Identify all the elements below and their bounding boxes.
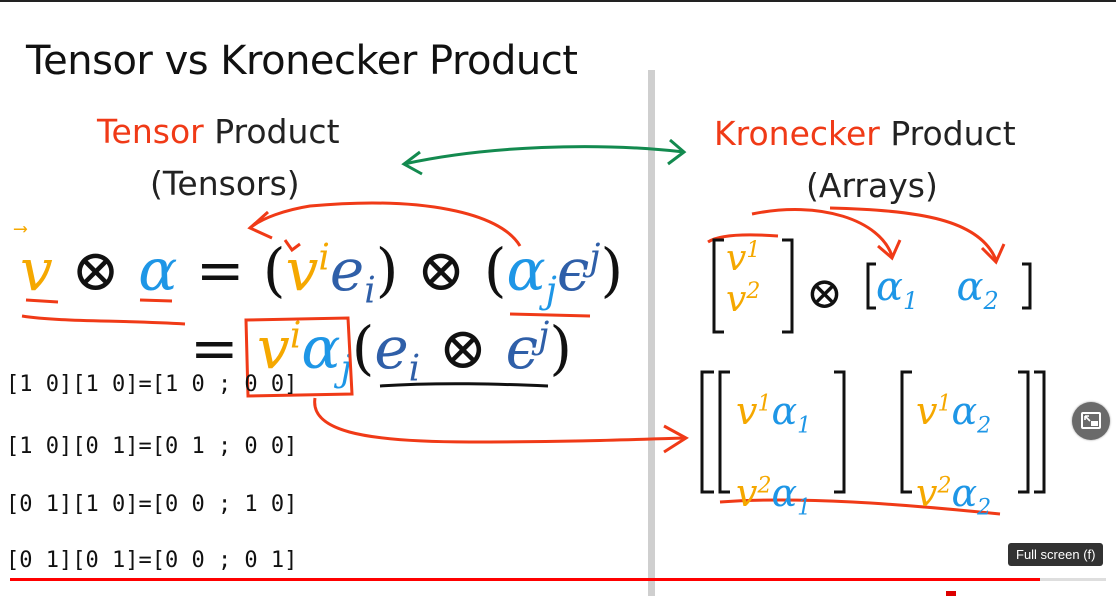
column-divider: [648, 70, 655, 596]
slide-title: Tensor vs Kronecker Product: [26, 38, 578, 84]
result-block-1: v1α1 v2α1: [736, 388, 812, 521]
double-arrow-icon: [401, 138, 687, 176]
hd-badge-icon: [946, 591, 956, 596]
left-heading-word: Tensor: [97, 112, 204, 151]
handwritten-row-3: [0 1][1 0]=[0 0 ; 1 0]: [6, 492, 298, 517]
right-heading-rest: Product: [879, 114, 1016, 153]
miniplayer-glyph-icon: [1081, 412, 1101, 429]
left-heading: Tensor Product: [97, 112, 340, 151]
tensor-equation-line1: v⃗ ⊗ α = (viei) ⊗ (αjϵj): [20, 236, 624, 312]
handwritten-row-1: [1 0][1 0]=[1 0 ; 0 0]: [6, 372, 298, 397]
handwritten-row-2: [1 0][0 1]=[0 1 ; 0 0]: [6, 434, 298, 459]
result-block-2: v1α2 v2α2: [916, 388, 992, 521]
handwritten-row-4: [0 1][0 1]=[0 0 ; 0 1]: [6, 548, 298, 573]
right-subheading: (Arrays): [806, 166, 938, 205]
fullscreen-tooltip: Full screen (f): [1008, 543, 1104, 566]
column-vector: v1 v2: [726, 238, 761, 320]
kronecker-op: ⊗: [806, 268, 843, 319]
top-border: [0, 0, 1116, 2]
right-heading-word: Kronecker: [714, 114, 880, 153]
tensor-equation-line2: = viαj(ei ⊗ ϵj): [190, 314, 572, 390]
left-subheading: (Tensors): [150, 164, 300, 203]
picture-in-picture-icon[interactable]: [1072, 402, 1110, 440]
left-heading-rest: Product: [203, 112, 340, 151]
right-heading: Kronecker Product: [714, 114, 1016, 153]
row-vector: α1 α2: [876, 264, 999, 315]
progress-fill: [10, 578, 1041, 581]
kronecker-result-brackets: [700, 370, 1046, 494]
progress-bar[interactable]: [10, 578, 1106, 581]
kronecker-input-brackets: [712, 238, 1032, 334]
